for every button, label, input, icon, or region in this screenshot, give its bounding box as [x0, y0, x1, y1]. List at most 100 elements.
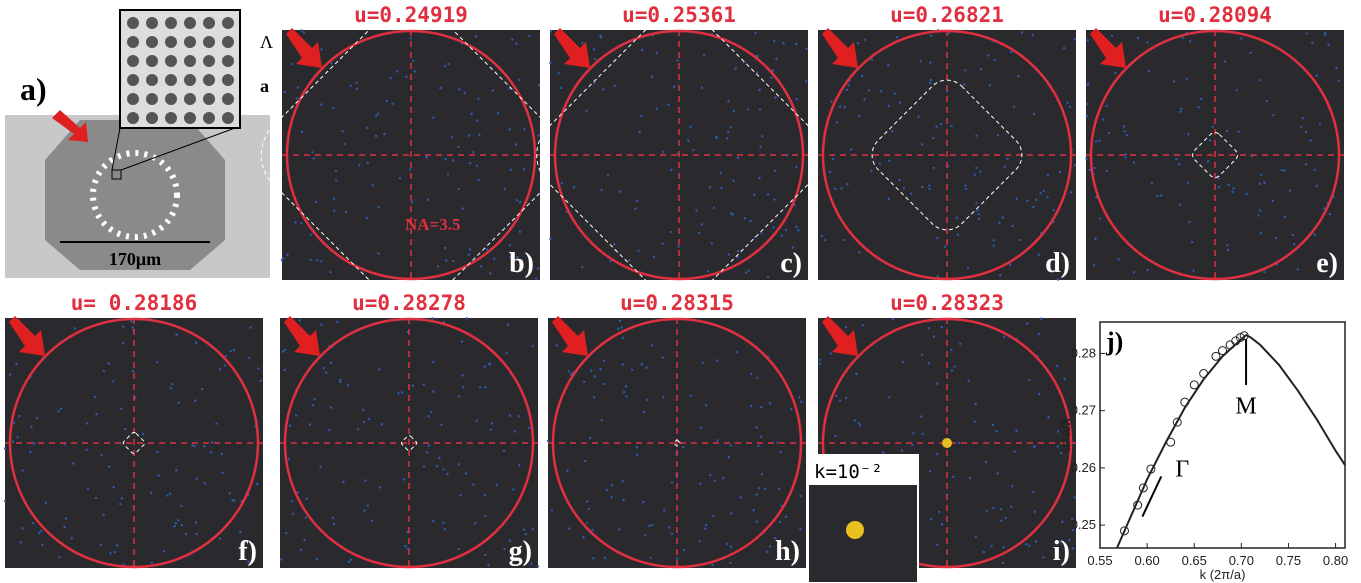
- noise: [1005, 517, 1007, 519]
- noise: [744, 217, 746, 219]
- y-tick-label: 0.27: [1071, 403, 1096, 418]
- noise: [778, 488, 780, 490]
- noise: [1224, 60, 1226, 62]
- noise: [622, 480, 624, 482]
- noise: [72, 462, 74, 464]
- x-tick-label: 0.55: [1087, 553, 1112, 568]
- noise: [1148, 70, 1150, 72]
- noise: [976, 209, 978, 211]
- noise: [18, 415, 20, 417]
- noise: [727, 130, 729, 132]
- noise: [203, 445, 205, 447]
- noise: [151, 562, 153, 564]
- noise: [201, 388, 203, 390]
- x-label: k (2π/a): [1200, 567, 1246, 582]
- noise: [755, 426, 757, 428]
- noise: [404, 545, 406, 547]
- noise: [107, 362, 109, 364]
- noise: [557, 72, 559, 74]
- y-tick-label: 0.28: [1071, 345, 1096, 360]
- noise: [478, 134, 480, 136]
- noise: [496, 484, 498, 486]
- noise: [734, 67, 736, 69]
- point: [1167, 438, 1175, 446]
- noise: [568, 370, 570, 372]
- noise: [12, 440, 14, 442]
- noise: [707, 270, 709, 272]
- noise: [519, 231, 521, 233]
- noise: [1189, 40, 1191, 42]
- noise: [462, 386, 464, 388]
- noise: [484, 515, 486, 517]
- noise: [625, 395, 627, 397]
- noise: [1093, 167, 1095, 169]
- noise: [339, 379, 341, 381]
- noise: [468, 134, 470, 136]
- noise: [503, 548, 505, 550]
- noise: [760, 232, 762, 234]
- noise: [671, 533, 673, 535]
- noise: [704, 527, 706, 529]
- noise: [309, 234, 311, 236]
- noise: [313, 398, 315, 400]
- noise: [912, 432, 914, 434]
- noise: [350, 559, 352, 561]
- noise: [692, 149, 694, 151]
- noise: [333, 523, 335, 525]
- noise: [974, 420, 976, 422]
- noise: [887, 64, 889, 66]
- noise: [347, 384, 349, 386]
- noise: [1305, 131, 1307, 133]
- noise: [215, 422, 217, 424]
- noise: [759, 89, 761, 91]
- noise: [472, 483, 474, 485]
- noise: [469, 162, 471, 164]
- noise: [1094, 238, 1096, 240]
- noise: [423, 383, 425, 385]
- noise: [716, 439, 718, 441]
- noise: [785, 516, 787, 518]
- noise: [377, 206, 379, 208]
- noise: [1293, 243, 1295, 245]
- noise: [1218, 186, 1220, 188]
- noise: [489, 428, 491, 430]
- noise: [726, 543, 728, 545]
- noise: [805, 80, 807, 82]
- noise: [929, 61, 931, 63]
- noise: [509, 415, 511, 417]
- noise: [975, 134, 977, 136]
- noise: [1329, 213, 1331, 215]
- noise: [582, 536, 584, 538]
- noise: [1063, 47, 1065, 49]
- hole: [165, 93, 177, 105]
- noise: [655, 107, 657, 109]
- noise: [839, 105, 841, 107]
- noise: [1281, 169, 1283, 171]
- noise: [760, 406, 762, 408]
- noise: [100, 544, 102, 546]
- hole: [222, 36, 234, 48]
- noise: [668, 526, 670, 528]
- noise: [728, 456, 730, 458]
- noise: [711, 564, 713, 566]
- noise: [593, 396, 595, 398]
- noise: [584, 460, 586, 462]
- noise: [286, 254, 288, 256]
- noise: [210, 451, 212, 453]
- noise: [1300, 125, 1302, 127]
- noise: [4, 447, 6, 449]
- noise: [662, 356, 664, 358]
- noise: [1192, 270, 1194, 272]
- noise: [484, 386, 486, 388]
- noise: [330, 406, 332, 408]
- noise: [452, 159, 454, 161]
- noise: [1061, 520, 1063, 522]
- noise: [603, 383, 605, 385]
- noise: [484, 365, 486, 367]
- noise: [1146, 41, 1148, 43]
- noise: [1009, 263, 1011, 265]
- noise: [65, 517, 67, 519]
- noise: [1018, 239, 1020, 241]
- noise: [333, 210, 335, 212]
- noise: [880, 90, 882, 92]
